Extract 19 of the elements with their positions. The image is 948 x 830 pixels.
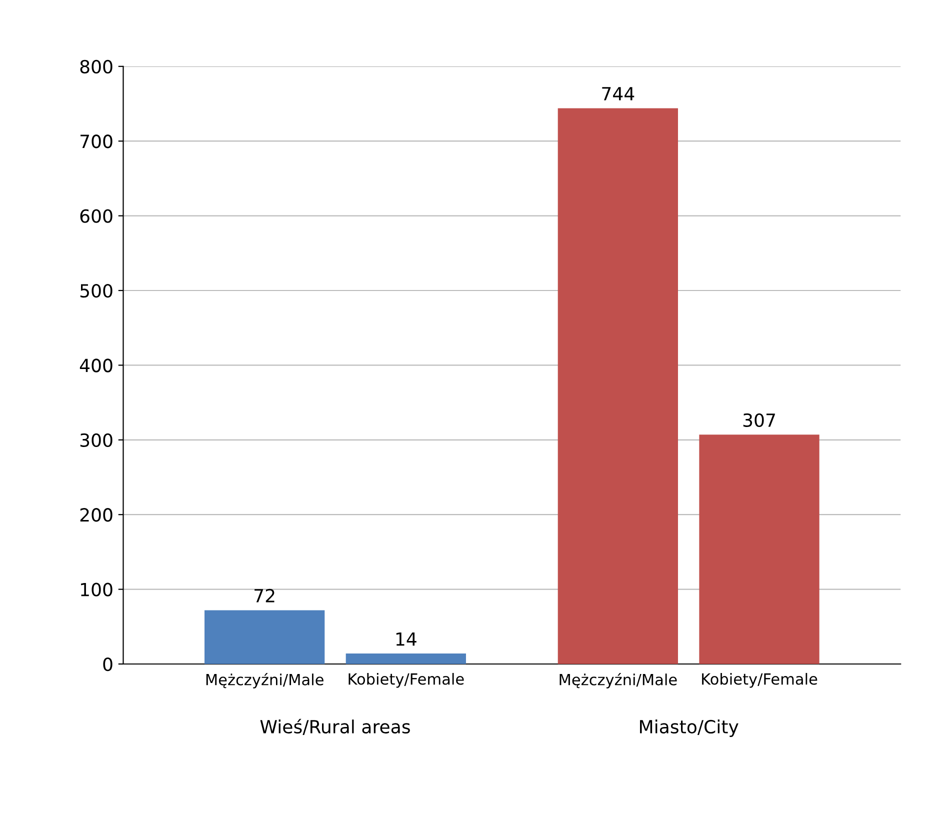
x-tick-label: Wieś/Rural areas — [260, 718, 410, 735]
data-label: 744 — [602, 87, 634, 100]
y-tick-label: 400 — [80, 358, 112, 372]
y-tick-label: 600 — [80, 209, 112, 223]
x-tick-label: Miasto/City — [640, 720, 738, 738]
data-label: 307 — [743, 413, 775, 428]
data-label: 72 — [254, 588, 274, 602]
data-label: 14 — [396, 632, 416, 646]
y-tick-label: 500 — [80, 284, 112, 298]
text: Mężczyźni/Male — [560, 672, 677, 688]
series-label: Kobiety/Female — [348, 672, 464, 688]
y-tick-label: 700 — [80, 134, 112, 148]
y-tick-label: 200 — [80, 508, 112, 522]
series-label: Mężczyźni/Male — [206, 672, 324, 688]
y-tick-label: 0 — [103, 657, 112, 672]
y-tick-label: 100 — [81, 582, 112, 596]
y-tick-label: 300 — [80, 433, 112, 448]
y-tick-label: 800 — [80, 60, 112, 74]
text: Kobiety/Female — [702, 672, 818, 688]
